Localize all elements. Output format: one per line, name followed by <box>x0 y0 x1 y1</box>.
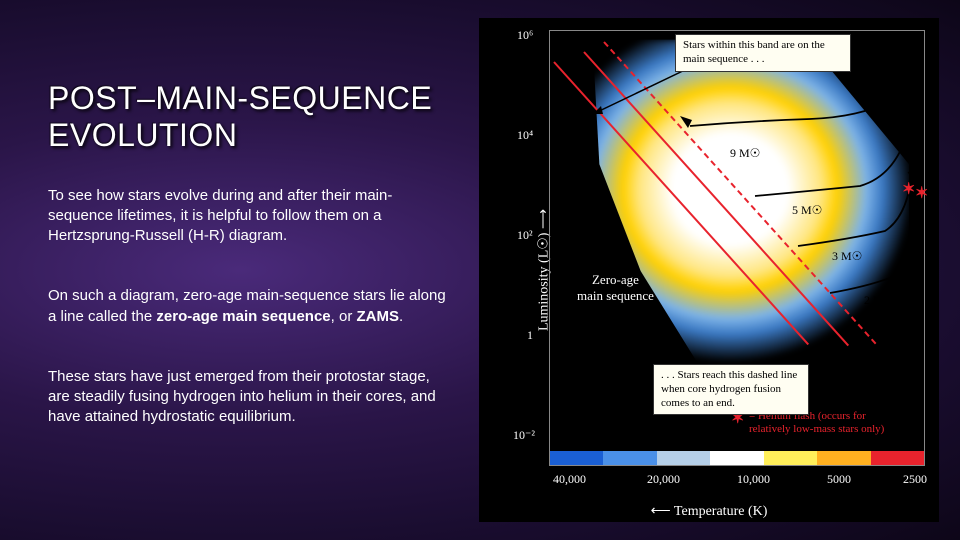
ytick-0: 10⁶ <box>517 28 533 43</box>
callout-top-pointer <box>589 64 699 124</box>
mass-label-5: 5 M☉ <box>792 203 822 218</box>
helium-b: relatively low-mass stars only) <box>749 423 884 435</box>
temperature-colorbar <box>550 451 924 465</box>
xtick-3: 5000 <box>827 472 851 487</box>
p2-b: zero-age main sequence <box>156 308 330 325</box>
xtick-4: 2500 <box>903 472 927 487</box>
callout-main-sequence: Stars within this band are on the main s… <box>675 34 851 72</box>
helium-flash-star-1: ✶ <box>902 179 915 199</box>
paragraph-3: These stars have just emerged from their… <box>48 367 450 428</box>
slide-title: POST–MAIN-SEQUENCE EVOLUTION <box>48 80 450 154</box>
mass-label-3: 3 M☉ <box>832 249 862 264</box>
xtick-2: 10,000 <box>737 472 770 487</box>
mass-label-2: 2 M☉ <box>864 293 894 308</box>
ytick-2: 10² <box>517 228 533 243</box>
p2-d: ZAMS <box>356 308 399 325</box>
helium-flash-star-2: ✶ <box>915 183 928 203</box>
ytick-3: 1 <box>527 328 533 343</box>
zams-label-b: main sequence <box>577 288 654 303</box>
ytick-4: 10⁻² <box>513 428 535 443</box>
x-axis-label: ⟵ Temperature (K) <box>651 503 768 520</box>
paragraph-1: To see how stars evolve during and after… <box>48 186 450 247</box>
hr-diagram: Luminosity (L☉) ⟶ ⟵ Temperature (K) 10⁶ … <box>479 18 939 522</box>
track-1m <box>850 191 918 361</box>
paragraph-2: On such a diagram, zero-age main-sequenc… <box>48 286 450 327</box>
ytick-1: 10⁴ <box>517 128 533 143</box>
zams-label: Zero-age main sequence <box>577 272 654 304</box>
zams-label-a: Zero-age <box>592 272 639 287</box>
xtick-1: 20,000 <box>647 472 680 487</box>
mass-label-9: 9 M☉ <box>730 146 760 161</box>
xtick-0: 40,000 <box>553 472 586 487</box>
callout-dashed-line: . . . Stars reach this dashed line when … <box>653 364 809 415</box>
p2-c: , or <box>331 308 357 325</box>
p2-e: . <box>399 308 403 325</box>
callout-bottom-pointer <box>805 356 885 396</box>
